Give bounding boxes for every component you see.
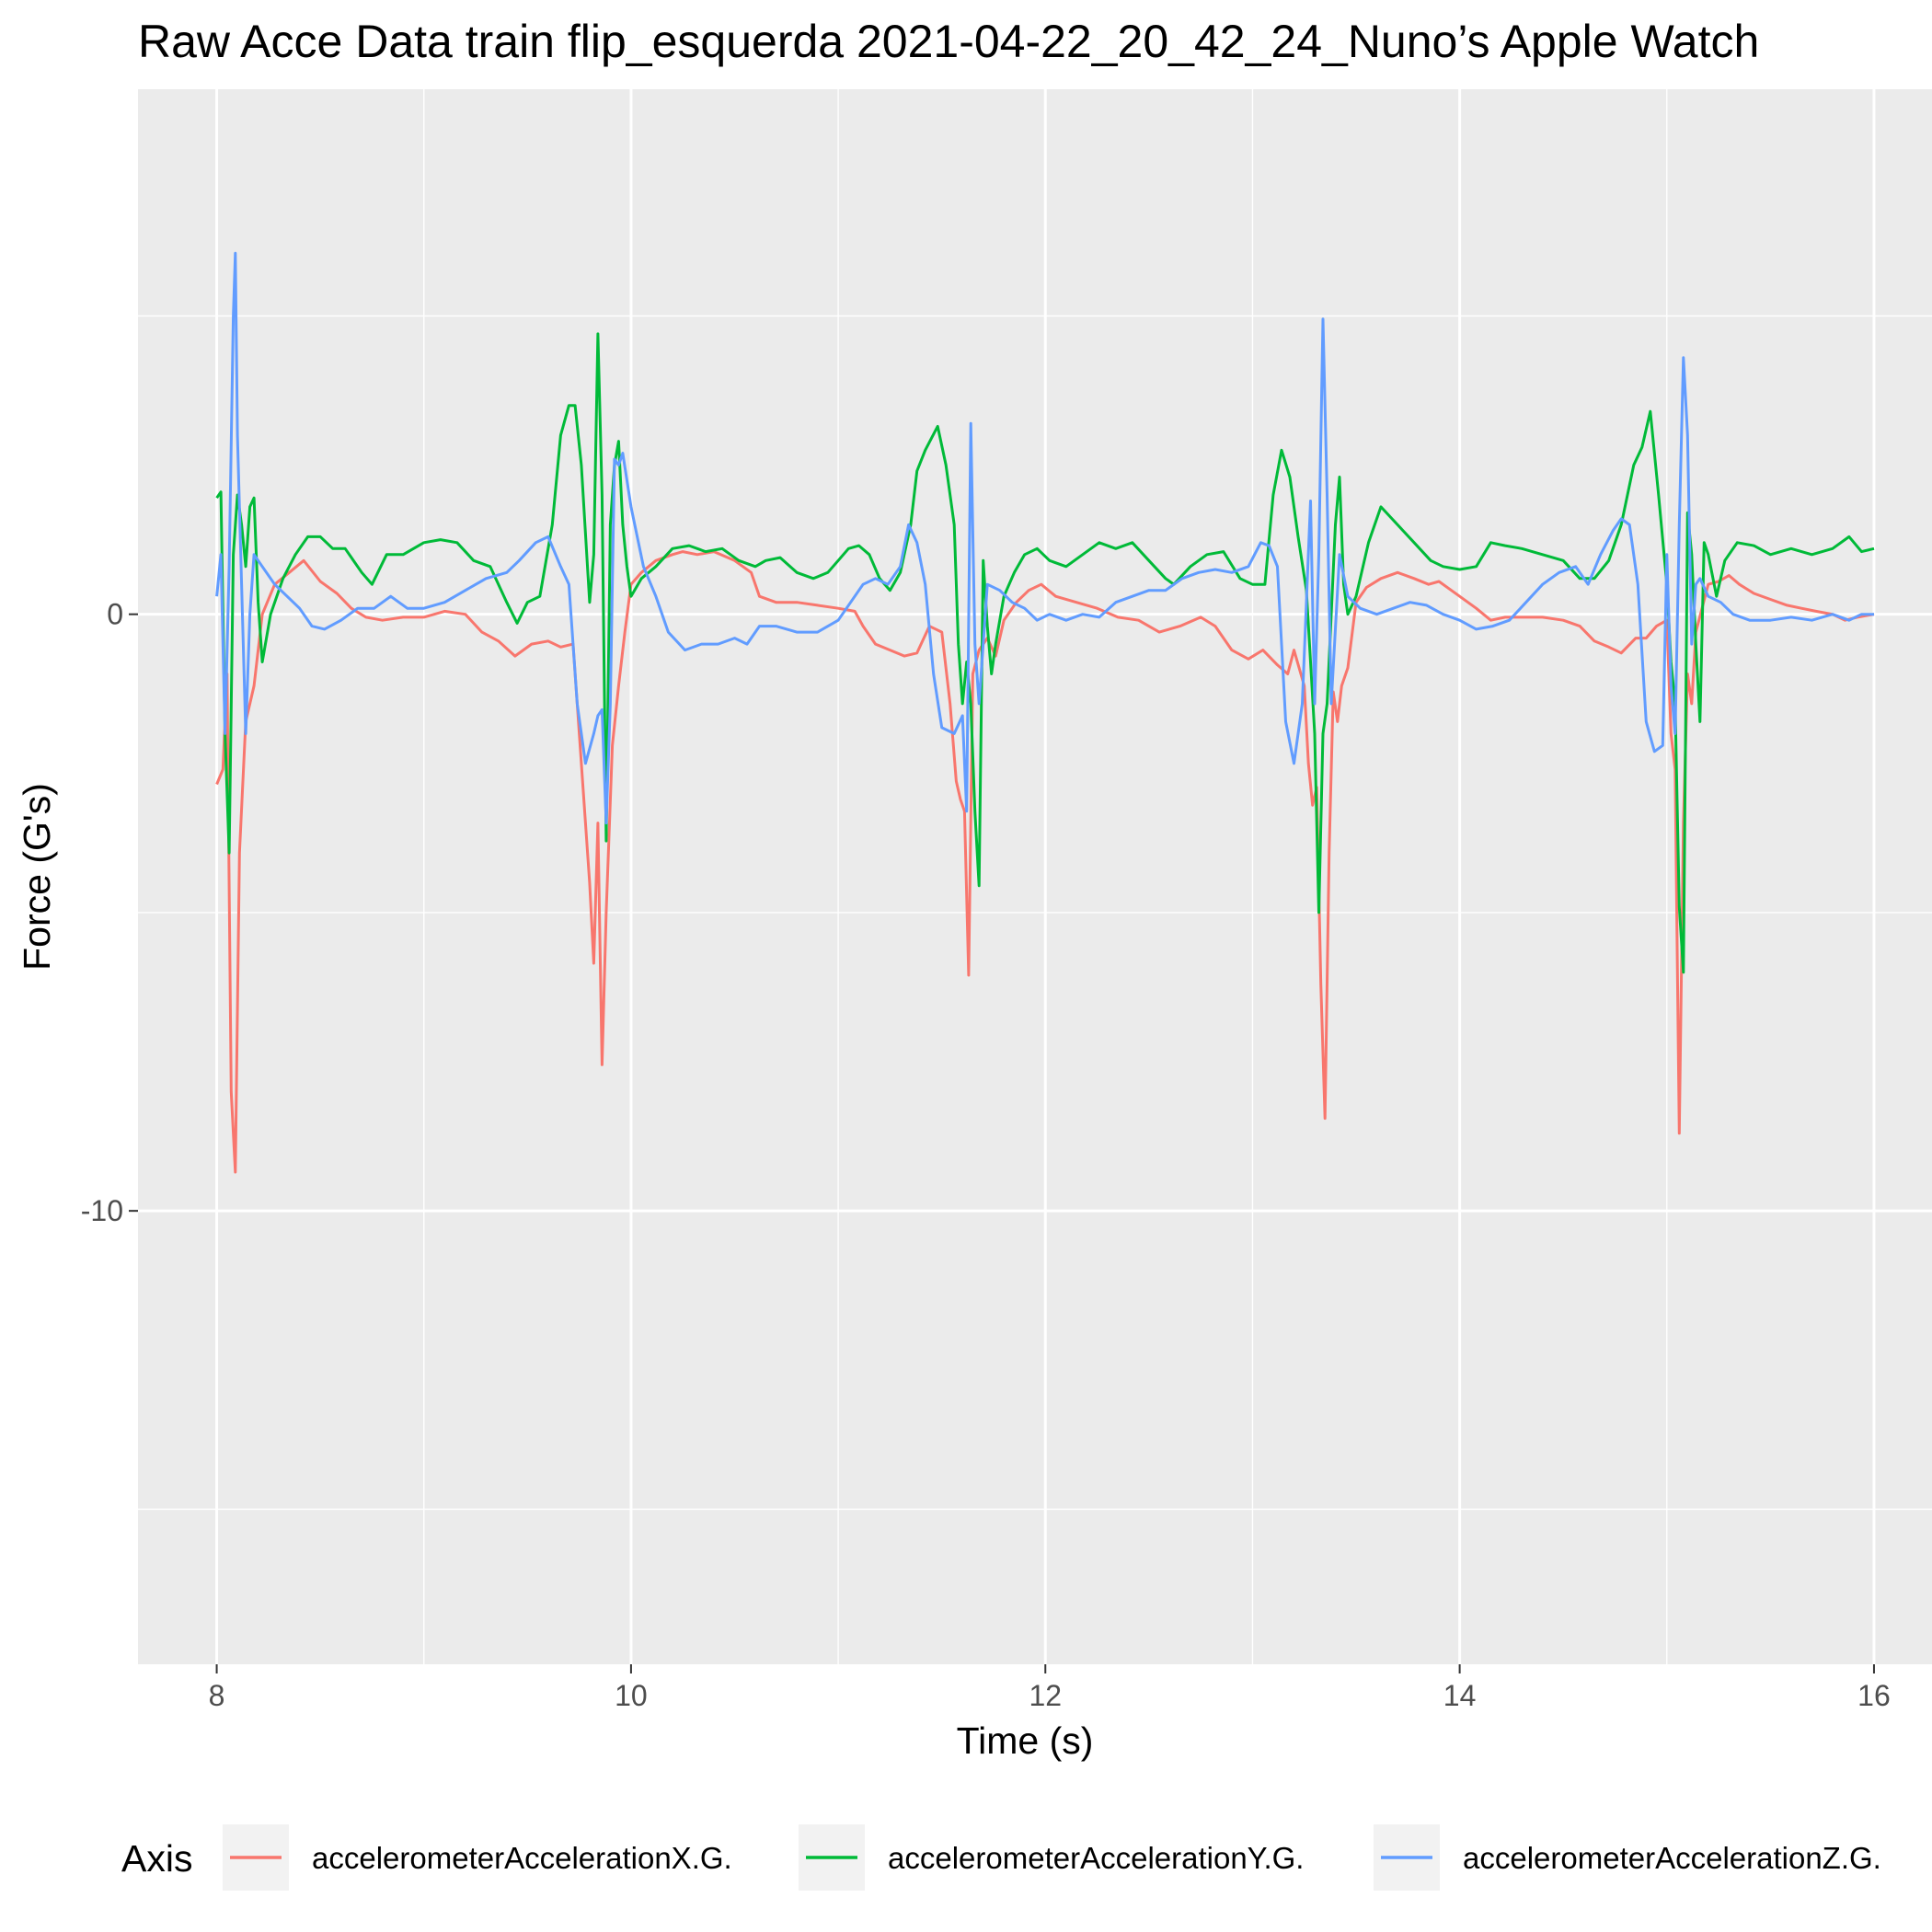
x-tick-label: 8	[209, 1679, 225, 1712]
legend-label-3: accelerometerAccelerationZ.G.	[1463, 1841, 1881, 1875]
series-lines	[215, 251, 1875, 1174]
series-line-2	[215, 332, 1875, 974]
legend-title: Axis	[121, 1837, 192, 1880]
y-tick-label: 0	[107, 598, 123, 631]
series-line-1	[215, 550, 1875, 1174]
x-tick-label: 14	[1443, 1679, 1477, 1712]
x-tick-label: 12	[1029, 1679, 1062, 1712]
legend-items: accelerometerAccelerationX.G. acceleromet…	[223, 1824, 1881, 1891]
plot-panel	[138, 89, 1932, 1664]
x-tick-label: 10	[615, 1679, 648, 1712]
x-tick-label: 16	[1857, 1679, 1891, 1712]
series-line-3	[215, 251, 1874, 825]
legend-label-1: accelerometerAccelerationX.G.	[312, 1841, 732, 1875]
chart-title: Raw Acce Data train flip_esquerda 2021-0…	[138, 16, 1759, 67]
x-axis-title: Time (s)	[957, 1719, 1094, 1762]
legend-label-2: accelerometerAccelerationY.G.	[888, 1841, 1304, 1875]
y-axis-title: Force (G's)	[16, 783, 58, 971]
axis-ticks: 8 10 12 14 16 0 -10	[81, 598, 1891, 1712]
grid-lines	[138, 89, 1932, 1664]
legend: Axis accelerometerAccelerationX.G. accele…	[121, 1824, 1881, 1891]
y-tick-label: -10	[81, 1194, 123, 1227]
